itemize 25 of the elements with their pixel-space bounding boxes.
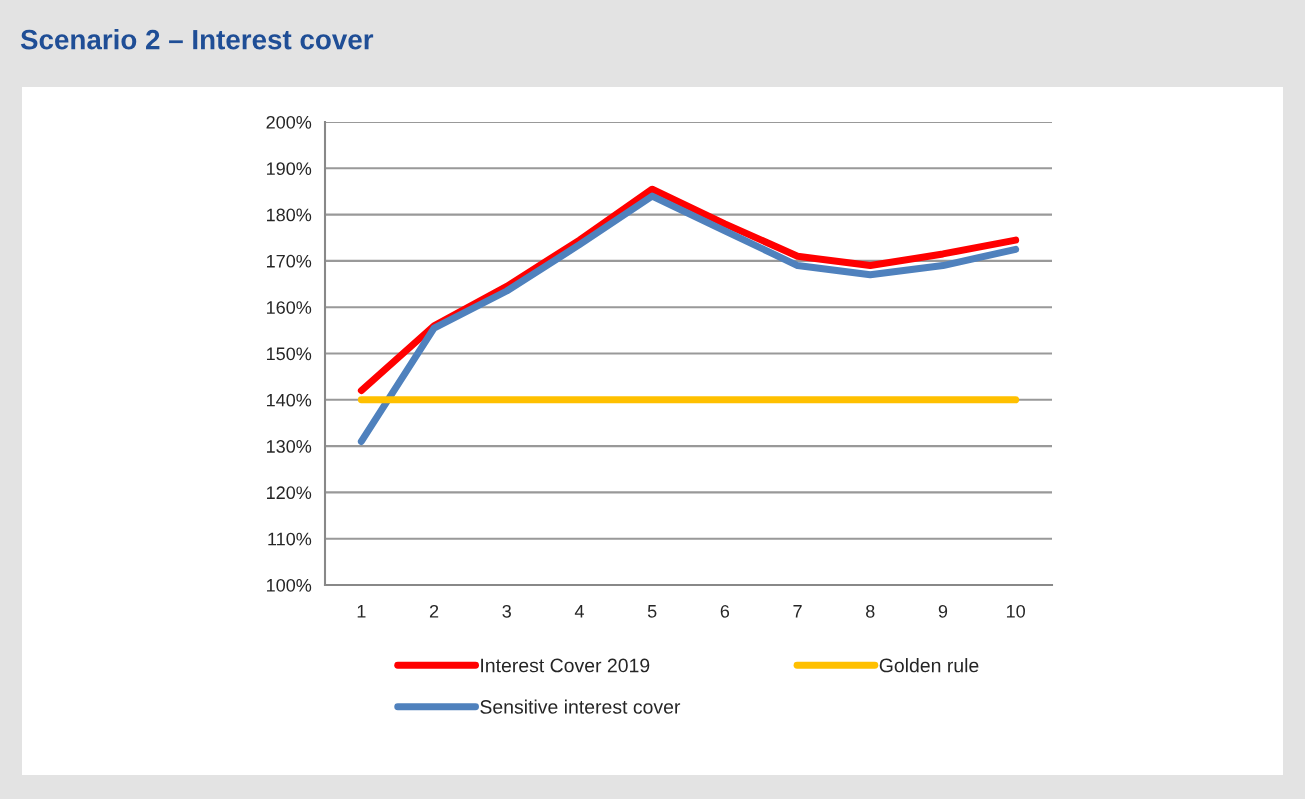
y-tick-label: 160% bbox=[267, 301, 312, 314]
y-tick-label: 130% bbox=[267, 440, 312, 453]
x-tick-label: 6 bbox=[720, 604, 730, 618]
x-tick-label: 10 bbox=[1006, 604, 1025, 618]
legend-label: Golden rule bbox=[879, 658, 979, 673]
y-tick-label: 180% bbox=[267, 208, 312, 222]
x-tick-label: 8 bbox=[866, 604, 875, 618]
x-tick-label: 4 bbox=[574, 605, 584, 618]
chart-title: Scenario 2 – Interest cover bbox=[20, 29, 374, 50]
legend-label: Interest Cover 2019 bbox=[481, 658, 650, 673]
y-tick-label: 120% bbox=[267, 486, 312, 500]
x-tick-label: 7 bbox=[793, 605, 802, 618]
y-tick-label: 170% bbox=[267, 254, 312, 268]
x-tick-label: 9 bbox=[938, 604, 948, 618]
y-tick-label: 100% bbox=[267, 578, 312, 592]
y-tick-label: 190% bbox=[267, 162, 312, 176]
y-tick-label: 150% bbox=[267, 347, 312, 361]
y-tick-label: 140% bbox=[267, 393, 312, 407]
x-tick-label: 5 bbox=[647, 605, 657, 618]
legend-label: Sensitive interest cover bbox=[480, 699, 681, 714]
y-tick-label: 110% bbox=[268, 532, 312, 546]
x-tick-label: 3 bbox=[502, 604, 511, 618]
x-tick-label: 1 bbox=[357, 605, 366, 618]
x-tick-label: 2 bbox=[429, 604, 439, 618]
y-tick-label: 200% bbox=[266, 115, 312, 129]
